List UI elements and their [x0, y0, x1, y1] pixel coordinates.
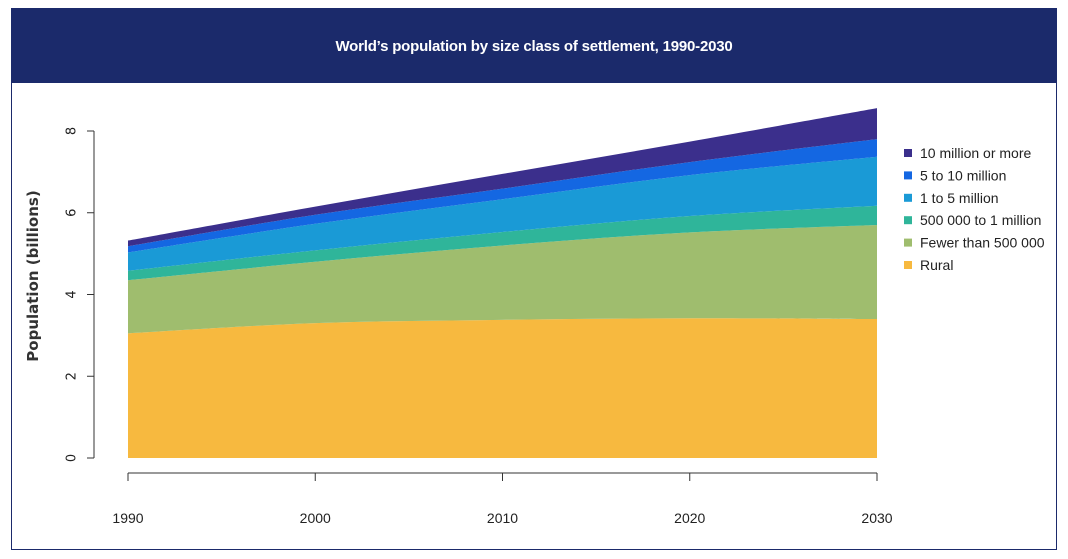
legend-swatch [904, 149, 912, 157]
x-ticks-group: 1990 2000 2010 2020 2030 [112, 473, 893, 526]
legend: 10 million or more 5 to 10 million 1 to 5 … [904, 145, 1045, 273]
area-1-to-5-million [128, 156, 877, 271]
area-10-million-or-more [128, 108, 877, 247]
y-ticks-group: 0 2 4 6 8 [65, 127, 94, 462]
y-axis-label: Population (billions) [24, 190, 42, 361]
area-500-000-to-1-million [128, 205, 877, 281]
area-fewer-than-500-000 [128, 225, 877, 334]
y-tick-label: 8 [65, 127, 80, 135]
area-rural [128, 318, 877, 458]
y-tick-label: 0 [65, 454, 80, 462]
area-5-to-10-million [128, 139, 877, 253]
title-banner: World’s population by size class of sett… [12, 9, 1056, 83]
y-tick-label: 4 [65, 290, 80, 298]
legend-label: Rural [920, 257, 953, 273]
x-tick-label: 2010 [487, 510, 518, 526]
x-tick-label: 2000 [300, 510, 331, 526]
legend-swatch [904, 261, 912, 269]
legend-label: Fewer than 500 000 [920, 235, 1045, 251]
legend-swatch [904, 216, 912, 225]
x-tick-label: 2030 [861, 510, 892, 526]
legend-swatch [904, 238, 912, 247]
area-series-group [128, 108, 877, 458]
legend-swatch [904, 193, 912, 202]
chart-title: World’s population by size class of sett… [335, 37, 733, 55]
y-tick-label: 2 [65, 372, 80, 380]
legend-label: 10 million or more [920, 145, 1031, 161]
x-tick-label: 1990 [112, 510, 143, 526]
legend-label: 1 to 5 million [920, 190, 999, 206]
y-tick-label: 6 [65, 209, 80, 217]
legend-swatch [904, 171, 912, 180]
x-tick-label: 2020 [674, 510, 705, 526]
legend-label: 500 000 to 1 million [920, 212, 1041, 228]
legend-label: 5 to 10 million [920, 167, 1006, 183]
